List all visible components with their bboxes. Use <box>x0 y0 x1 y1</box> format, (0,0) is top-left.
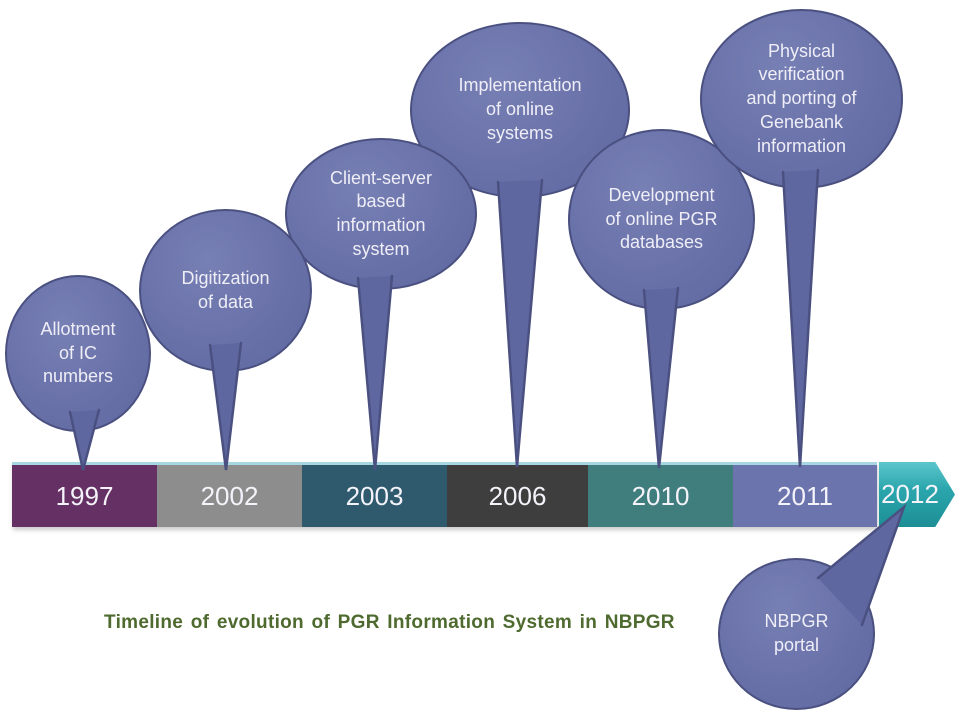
tail-2006 <box>496 178 544 468</box>
balloon-text: Allotment of IC numbers <box>40 318 116 387</box>
balloon-allotment-ic-numbers: Allotment of IC numbers <box>5 275 151 432</box>
year-label-1997: 1997 <box>55 480 114 511</box>
balloon-physical-verification: Physical verification and porting of Gen… <box>700 9 903 189</box>
balloon-client-server-system: Client-server based information system <box>285 138 477 290</box>
segment-2003: 2003 <box>302 462 447 527</box>
balloon-text: Physical verification and porting of Gen… <box>746 40 857 156</box>
balloon-text: Client-server based information system <box>329 167 433 259</box>
tail-2010 <box>642 286 680 469</box>
balloon-development-pgr-databases: Development of online PGR databases <box>568 129 755 310</box>
tail-2011 <box>781 168 820 468</box>
balloon-text: Development of online PGR databases <box>605 184 718 253</box>
segment-2011: 2011 <box>733 462 877 527</box>
year-label-2012: 2012 <box>881 479 939 509</box>
segment-1997: 1997 <box>12 462 157 527</box>
balloon-text: NBPGR portal <box>764 611 829 655</box>
segment-2002: 2002 <box>157 462 302 527</box>
segment-2006: 2006 <box>447 462 588 527</box>
timeline-bar: 1997 2002 2003 2006 2010 2011 <box>12 462 877 527</box>
year-label-2006: 2006 <box>488 480 547 511</box>
balloon-text: Digitization of data <box>181 267 270 312</box>
tail-2003 <box>356 274 394 471</box>
year-label-2002: 2002 <box>200 480 259 511</box>
caption: Timeline of evolution of PGR Information… <box>104 612 675 633</box>
year-label-2003: 2003 <box>345 480 404 511</box>
year-label-2011: 2011 <box>777 480 833 511</box>
balloon-nbpgr-portal: NBPGR portal <box>718 558 875 710</box>
balloon-digitization-of-data: Digitization of data <box>139 209 312 372</box>
balloon-text: Implementation of online systems <box>458 75 582 143</box>
segment-2012-arrow: 2012 <box>879 462 955 527</box>
segment-2010: 2010 <box>588 462 733 527</box>
year-label-2010: 2010 <box>631 480 690 511</box>
